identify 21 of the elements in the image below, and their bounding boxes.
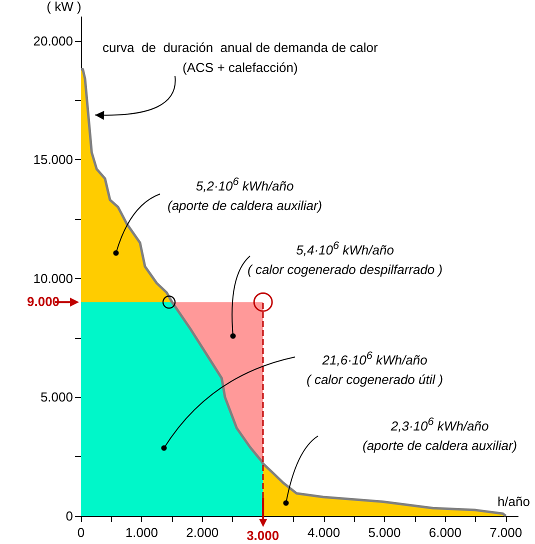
ref-line-label: 3.000	[246, 527, 280, 544]
x-tick-label: 0	[77, 525, 85, 540]
annotation: curva de duración anual de demanda de calor (ACS + calefacción)	[102, 39, 378, 77]
annotation: 5,4·10$^{6}$ kWh/año ( calor cogenerado despilfarrado )	[248, 239, 443, 280]
y-tick-label: 20.000	[33, 33, 73, 48]
x-tick-label: 4.000	[308, 525, 340, 540]
annotation: 2,3·10$^{6}$ kWh/año (aporte de caldera auxiliar)	[362, 415, 518, 456]
x-tick-label: 6.000	[428, 525, 462, 540]
y-tick-label: 5.000	[40, 390, 73, 405]
y-tick-label: 15.000	[33, 152, 73, 168]
x-tick-label: 7.000	[490, 525, 522, 540]
annotation: 21,6·10$^{6}$ kWh/año ( calor cogenerado útil )	[306, 349, 444, 390]
y-tick-label: 10.000	[33, 270, 73, 286]
x-tick-label: 5.000	[368, 525, 401, 540]
x-tick-label: 2.000	[186, 525, 219, 540]
y-tick-label: 0	[66, 508, 73, 524]
x-axis-title: h/año	[497, 494, 530, 509]
annotation: 9.000	[27, 293, 60, 312]
y-axis-title: ( kW )	[46, 0, 82, 14]
annotation: 5,2·10$^{6}$ kWh/año (aporte de caldera auxiliar)	[168, 175, 322, 216]
x-tick-label: 1.000	[125, 525, 158, 540]
